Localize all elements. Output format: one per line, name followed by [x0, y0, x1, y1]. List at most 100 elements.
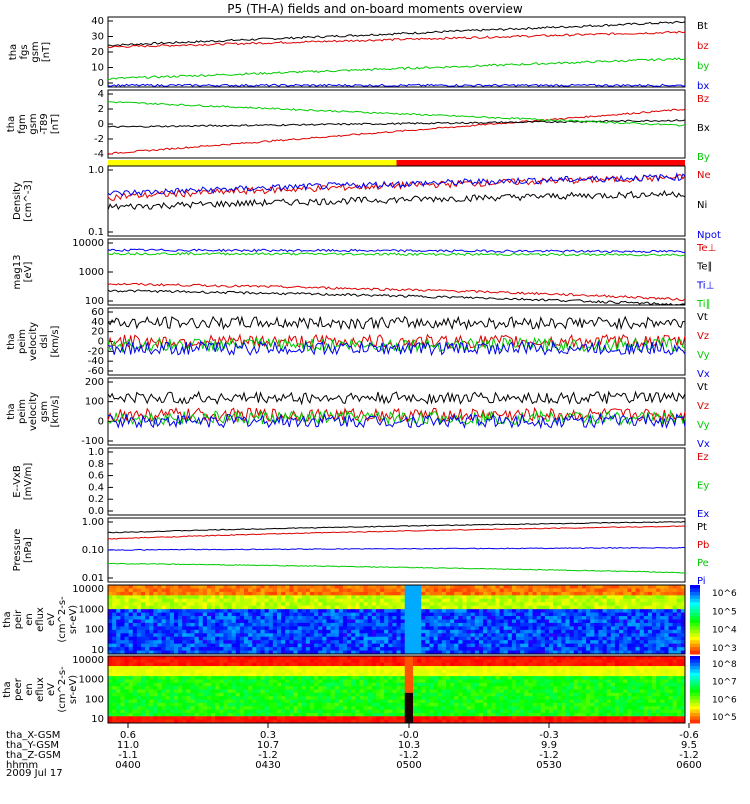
heatmap-cell	[508, 623, 513, 627]
heatmap-cell	[306, 633, 311, 637]
heatmap-cell	[405, 626, 410, 630]
heatmap-cell	[619, 676, 624, 680]
heatmap-cell	[619, 663, 624, 667]
heatmap-cell	[228, 602, 233, 606]
heatmap-cell	[631, 676, 636, 680]
heatmap-cell	[508, 620, 513, 624]
heatmap-cell	[545, 613, 550, 617]
heatmap-cell	[660, 679, 665, 683]
heatmap-cell	[607, 663, 612, 667]
heatmap-cell	[384, 620, 389, 624]
heatmap-cell	[429, 679, 434, 683]
heatmap-cell	[252, 613, 257, 617]
heatmap-cell	[446, 693, 451, 697]
heatmap-cell	[541, 644, 546, 648]
heatmap-cell	[425, 647, 430, 651]
heatmap-cell	[594, 633, 599, 637]
heatmap-cell	[578, 659, 583, 663]
heatmap-cell	[355, 647, 360, 651]
heatmap-cell	[211, 647, 216, 651]
heatmap-cell	[256, 630, 261, 634]
heatmap-cell	[116, 592, 121, 596]
heatmap-cell	[450, 647, 455, 651]
heatmap-cell	[590, 585, 595, 589]
heatmap-cell	[248, 673, 253, 677]
heatmap-cell	[228, 686, 233, 690]
heatmap-cell	[166, 663, 171, 667]
heatmap-cell	[256, 700, 261, 704]
heatmap-cell	[347, 599, 352, 603]
heatmap-cell	[664, 585, 669, 589]
heatmap-cell	[434, 673, 439, 677]
heatmap-cell	[215, 613, 220, 617]
heatmap-cell	[207, 606, 212, 610]
heatmap-cell	[244, 599, 249, 603]
heatmap-cell	[285, 630, 290, 634]
heatmap-cell	[479, 647, 484, 651]
heatmap-cell	[631, 666, 636, 670]
colorbar-label: 10^6	[712, 589, 737, 599]
heatmap-cell	[355, 588, 360, 592]
heatmap-cell	[615, 676, 620, 680]
heatmap-cell	[285, 613, 290, 617]
heatmap-cell	[619, 659, 624, 663]
y-axis-label: [mV/m]	[23, 463, 34, 501]
heatmap-cell	[631, 663, 636, 667]
heatmap-cell	[611, 623, 616, 627]
heatmap-cell	[228, 656, 233, 660]
heatmap-cell	[343, 592, 348, 596]
heatmap-cell	[652, 616, 657, 620]
heatmap-cell	[677, 609, 682, 613]
heatmap-cell	[652, 637, 657, 641]
heatmap-cell	[471, 613, 476, 617]
heatmap-cell	[615, 592, 620, 596]
heatmap-cell	[413, 656, 418, 660]
heatmap-cell	[425, 633, 430, 637]
y-tick-label: 0	[98, 416, 104, 427]
heatmap-cell	[133, 599, 138, 603]
heatmap-cell	[302, 656, 307, 660]
heatmap-cell	[112, 644, 117, 648]
heatmap-cell	[644, 588, 649, 592]
heatmap-cell	[533, 626, 538, 630]
heatmap-cell	[660, 613, 665, 617]
heatmap-cell	[545, 630, 550, 634]
heatmap-cell	[269, 669, 274, 673]
heatmap-cell	[561, 644, 566, 648]
heatmap-cell	[145, 683, 150, 687]
heatmap-cell	[425, 700, 430, 704]
heatmap-cell	[388, 669, 393, 673]
heatmap-cell	[141, 676, 146, 680]
heatmap-cell	[186, 620, 191, 624]
heatmap-cell	[553, 626, 558, 630]
heatmap-cell	[223, 623, 228, 627]
heatmap-cell	[644, 683, 649, 687]
heatmap-cell	[157, 588, 162, 592]
heatmap-cell	[265, 683, 270, 687]
heatmap-cell	[467, 626, 472, 630]
heatmap-cell	[265, 620, 270, 624]
heatmap-cell	[487, 679, 492, 683]
heatmap-cell	[656, 616, 661, 620]
heatmap-cell	[487, 644, 492, 648]
heatmap-cell	[397, 626, 402, 630]
heatmap-cell	[120, 656, 125, 660]
heatmap-cell	[405, 630, 410, 634]
heatmap-cell	[384, 679, 389, 683]
heatmap-cell	[318, 647, 323, 651]
heatmap-cell	[483, 686, 488, 690]
heatmap-cell	[401, 637, 406, 641]
heatmap-cell	[384, 693, 389, 697]
heatmap-cell	[137, 595, 142, 599]
heatmap-cell	[322, 633, 327, 637]
heatmap-cell	[565, 673, 570, 677]
heatmap-cell	[487, 637, 492, 641]
heatmap-cell	[553, 592, 558, 596]
heatmap-cell	[182, 683, 187, 687]
series-bx	[108, 84, 685, 86]
heatmap-cell	[508, 647, 513, 651]
heatmap-cell	[347, 626, 352, 630]
heatmap-cell	[236, 595, 241, 599]
heatmap-cell	[475, 647, 480, 651]
heatmap-cell	[434, 696, 439, 700]
